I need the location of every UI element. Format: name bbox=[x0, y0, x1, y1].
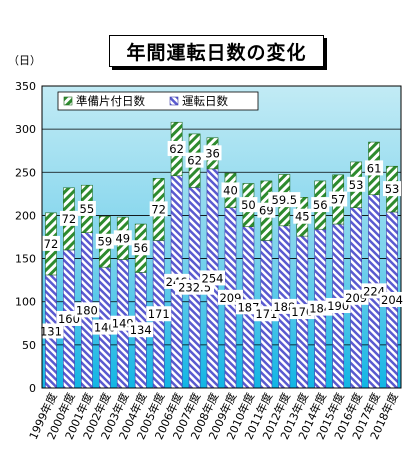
data-label-operation-bg bbox=[74, 302, 100, 318]
data-label-prep: 59.5 bbox=[272, 193, 298, 207]
data-label-prep-bg bbox=[293, 208, 312, 224]
data-label-prep: 36 bbox=[205, 146, 220, 160]
data-label-prep: 72 bbox=[44, 237, 59, 251]
data-label-prep: 55 bbox=[80, 202, 95, 216]
data-label-operation-bg bbox=[200, 270, 226, 286]
data-label-prep-bg bbox=[149, 201, 168, 217]
data-label-prep: 57 bbox=[331, 192, 346, 206]
y-tick-label: 200 bbox=[15, 209, 36, 222]
y-tick-label: 250 bbox=[15, 166, 36, 179]
data-label-operation-bg bbox=[38, 323, 64, 339]
data-label-operation: 171 bbox=[148, 307, 170, 321]
data-label-prep-bg bbox=[167, 140, 186, 156]
data-label-prep-bg bbox=[347, 176, 366, 192]
data-label-prep-bg bbox=[221, 182, 240, 198]
data-label-prep-bg bbox=[311, 197, 330, 213]
legend-label-operation: 運転日数 bbox=[182, 94, 228, 108]
chart-title: 年間運転日数の変化 bbox=[109, 35, 324, 67]
data-label-prep-bg bbox=[268, 192, 301, 208]
data-label-operation-bg bbox=[128, 322, 154, 338]
data-label-operation: 134 bbox=[130, 323, 152, 337]
data-label-prep: 62 bbox=[169, 142, 184, 156]
data-label-prep: 72 bbox=[151, 202, 166, 216]
y-tick-label: 100 bbox=[15, 296, 36, 309]
data-label-prep: 59 bbox=[98, 235, 113, 249]
data-label-prep-bg bbox=[59, 210, 78, 226]
data-label-prep: 61 bbox=[367, 161, 382, 175]
data-label-operation-bg bbox=[379, 291, 405, 307]
data-label-prep-bg bbox=[95, 233, 114, 249]
data-label-operation: 180 bbox=[76, 303, 98, 317]
data-label-prep: 72 bbox=[62, 212, 77, 226]
y-axis-label: （日） bbox=[8, 54, 41, 67]
data-label-operation-bg bbox=[146, 306, 172, 322]
y-tick-label: 0 bbox=[29, 382, 36, 395]
data-label-prep-bg bbox=[131, 240, 150, 256]
data-label-prep: 62 bbox=[187, 154, 202, 168]
data-label-prep-bg bbox=[113, 230, 132, 246]
y-tick-label: 150 bbox=[15, 253, 36, 266]
y-tick-label: 300 bbox=[15, 123, 36, 136]
data-label-prep: 45 bbox=[295, 210, 310, 224]
data-label-prep-bg bbox=[383, 181, 402, 197]
data-label-prep-bg bbox=[203, 145, 222, 161]
data-label-prep-bg bbox=[365, 160, 384, 176]
data-label-operation: 131 bbox=[40, 324, 62, 338]
legend-swatch-operation bbox=[169, 96, 179, 106]
data-label-prep-bg bbox=[185, 152, 204, 168]
data-label-prep: 53 bbox=[349, 178, 364, 192]
legend-swatch-prep bbox=[63, 96, 73, 106]
data-label-operation: 204 bbox=[381, 293, 403, 307]
data-label-prep: 56 bbox=[133, 241, 148, 255]
data-label-prep-bg bbox=[77, 200, 96, 216]
data-label-prep: 50 bbox=[241, 198, 256, 212]
data-label-prep: 53 bbox=[385, 182, 400, 196]
data-label-prep: 69 bbox=[259, 204, 274, 218]
data-label-prep: 40 bbox=[223, 183, 238, 197]
data-label-operation: 254 bbox=[202, 271, 224, 285]
legend bbox=[57, 91, 259, 111]
data-label-prep-bg bbox=[239, 197, 258, 213]
data-label-prep: 56 bbox=[313, 198, 328, 212]
data-label-prep-bg bbox=[329, 191, 348, 207]
data-label-prep: 49 bbox=[115, 231, 130, 245]
legend-label-prep: 準備片付日数 bbox=[76, 94, 145, 108]
data-label-prep-bg bbox=[41, 235, 60, 251]
y-tick-label: 50 bbox=[22, 339, 36, 352]
y-tick-label: 350 bbox=[15, 80, 36, 93]
